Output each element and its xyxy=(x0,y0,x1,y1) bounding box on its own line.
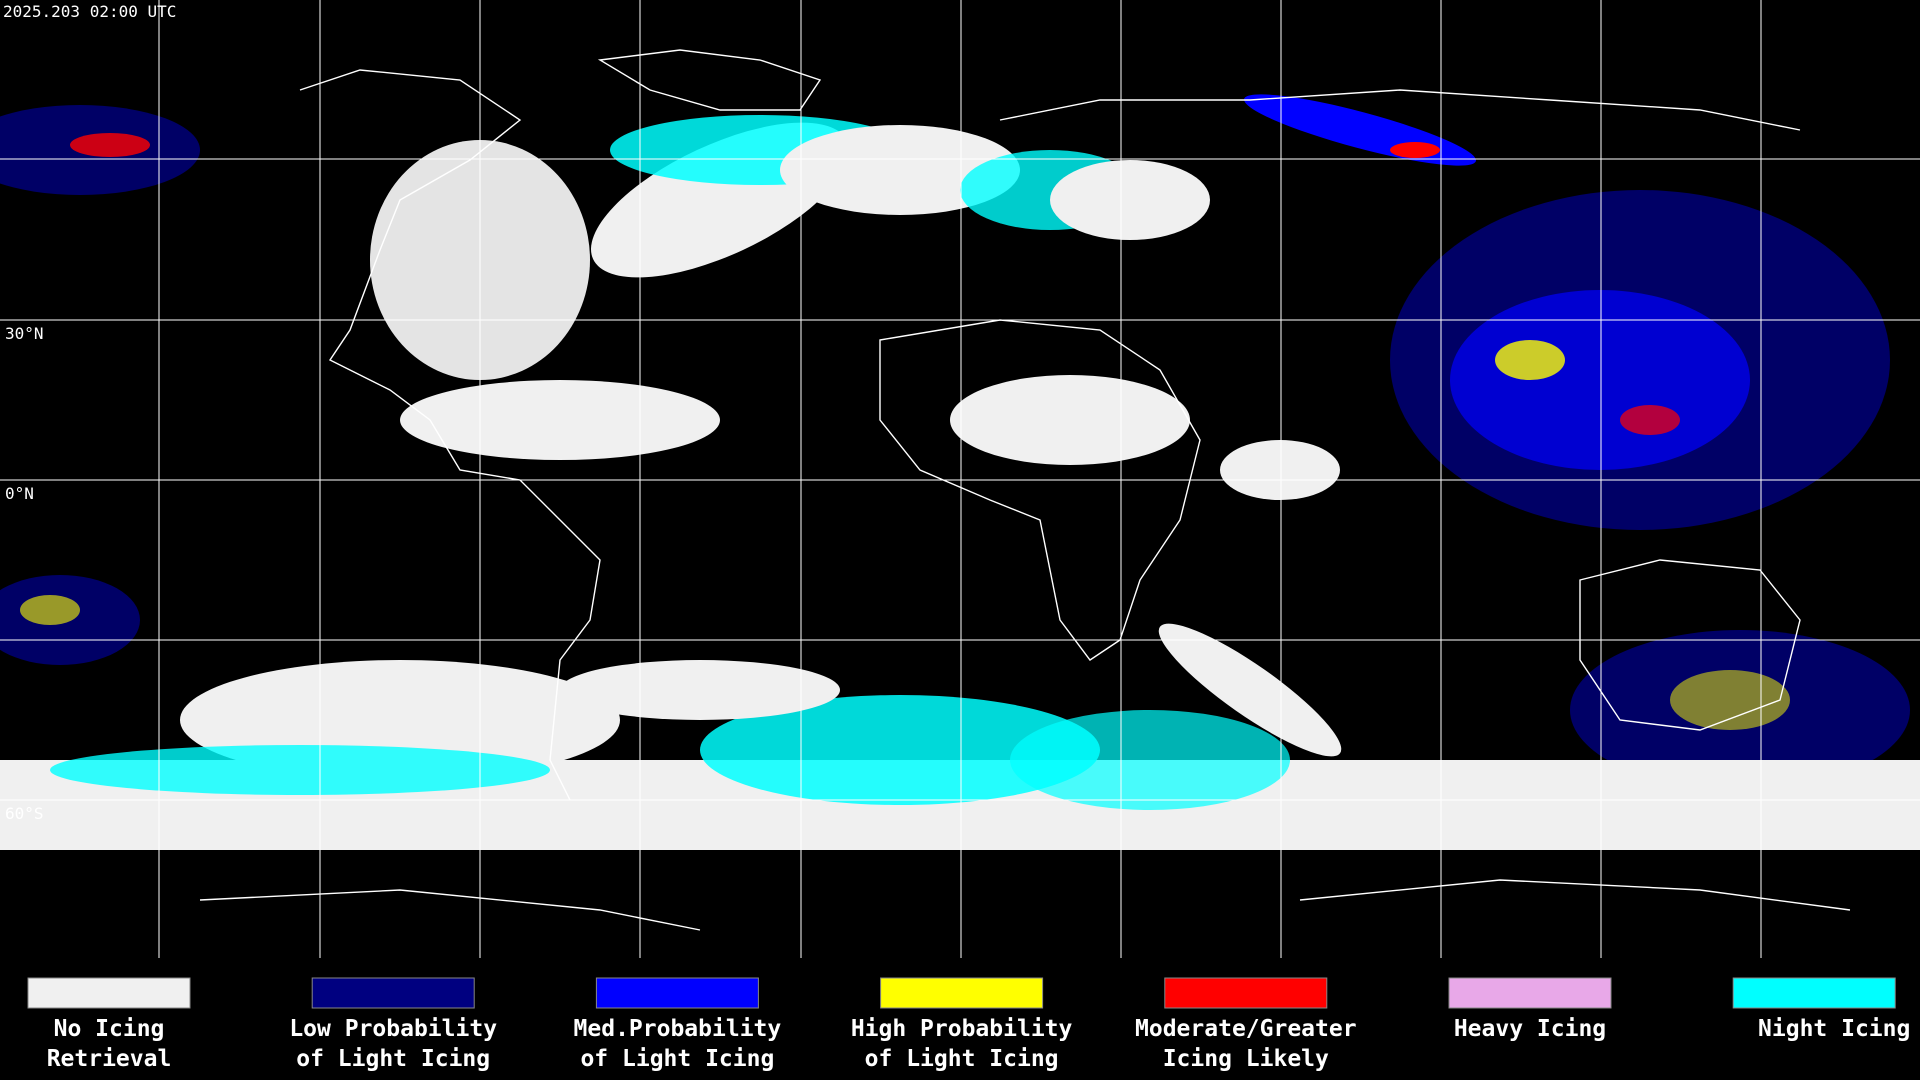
legend-item: Low Probability of Light Icing xyxy=(289,977,497,1072)
legend-item: Moderate/Greater Icing Likely xyxy=(1135,977,1357,1072)
legend: No Icing Retrieval Low Probability of Light… xyxy=(27,977,1910,1072)
legend-label: of Light Icing xyxy=(296,1046,490,1072)
map-imagery xyxy=(0,49,1920,931)
legend-swatch xyxy=(1448,977,1612,1009)
timestamp: 2025.203 02:00 UTC xyxy=(3,2,176,21)
legend-label: of Light Icing xyxy=(865,1046,1059,1072)
legend-item: No Icing Retrieval xyxy=(27,977,191,1072)
legend-item: Med.Probability of Light Icing xyxy=(574,977,782,1072)
legend-swatch xyxy=(1164,977,1328,1009)
legend-swatch xyxy=(595,977,759,1009)
latitude-label: 60°S xyxy=(5,804,44,823)
legend-label: Moderate/Greater xyxy=(1135,1016,1357,1042)
legend-label: Low Probability xyxy=(289,1016,497,1042)
latitude-label: 0°N xyxy=(5,484,34,503)
legend-swatch xyxy=(1732,977,1896,1009)
legend-label: Med.Probability xyxy=(574,1016,782,1042)
legend-swatch xyxy=(880,977,1044,1009)
legend-label: Icing Likely xyxy=(1163,1046,1329,1072)
legend-label: Heavy Icing xyxy=(1454,1016,1606,1042)
legend-swatch xyxy=(311,977,475,1009)
legend-label: of Light Icing xyxy=(580,1046,774,1072)
legend-item: Night Icing xyxy=(1732,977,1910,1042)
legend-label: Night Icing xyxy=(1758,1016,1910,1042)
legend-label: High Probability xyxy=(851,1016,1073,1042)
graticule xyxy=(0,0,1920,958)
legend-label: No Icing xyxy=(54,1016,165,1042)
legend-item: High Probability of Light Icing xyxy=(851,977,1073,1072)
legend-swatch xyxy=(27,977,191,1009)
latitude-label: 30°N xyxy=(5,324,44,343)
legend-label: Retrieval xyxy=(47,1046,172,1072)
legend-item: Heavy Icing xyxy=(1448,977,1612,1042)
